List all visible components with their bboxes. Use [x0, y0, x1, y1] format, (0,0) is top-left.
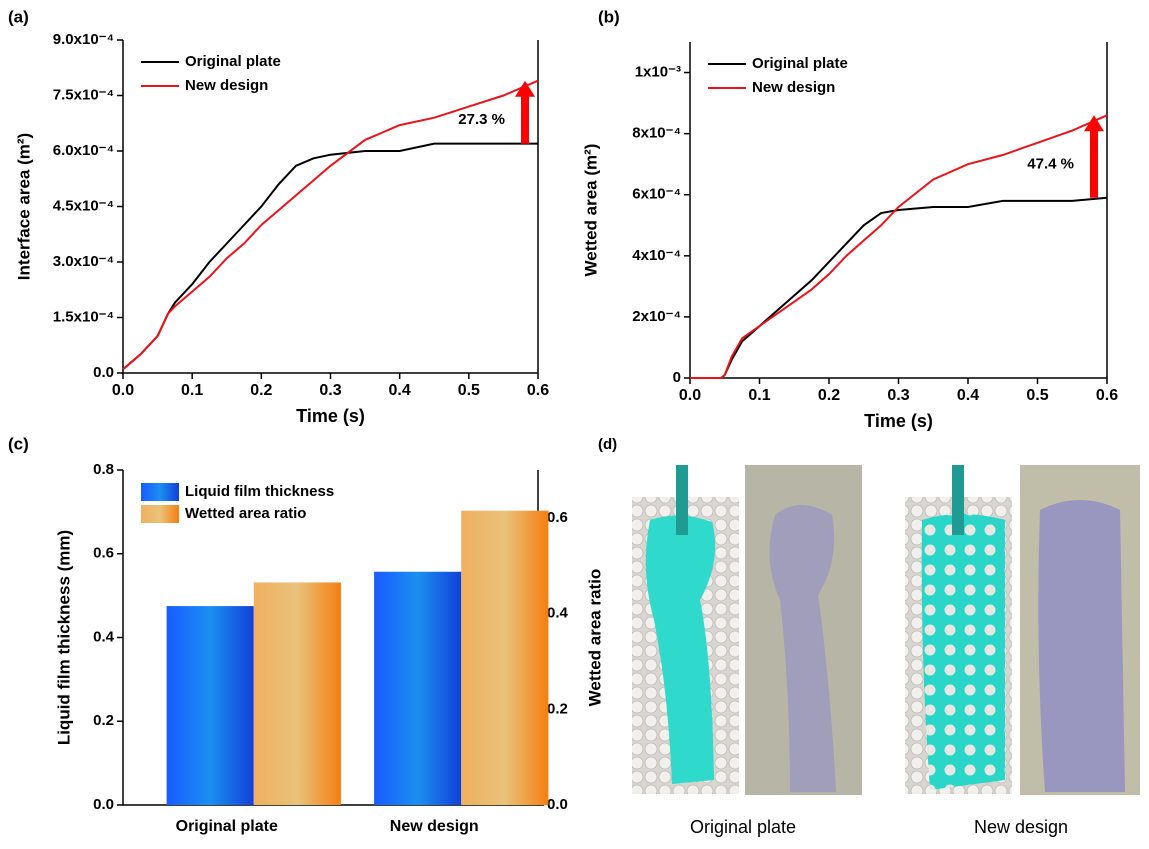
y-tick-label: 0.6	[547, 509, 568, 526]
x-tick-label: 0.4	[957, 387, 979, 404]
x-axis-label: Time (s)	[864, 411, 933, 431]
y-tick-label: 0.0	[547, 796, 568, 813]
legend-label: Original plate	[185, 53, 281, 70]
y-tick-label: 4.5x10⁻⁴	[53, 197, 114, 214]
x-tick-label: 0.2	[250, 382, 272, 399]
arrow	[1084, 115, 1104, 198]
y-tick-label: 0.4	[547, 605, 569, 622]
y-axis-label: Wetted area (m²)	[581, 144, 600, 277]
legend-label: Wetted area ratio	[185, 505, 306, 522]
y-tick-label: 2x10⁻⁴	[632, 308, 681, 325]
caption: New design	[974, 817, 1068, 837]
y-tick-label: 0.6	[93, 545, 114, 562]
y-tick-label: 3.0x10⁻⁴	[53, 253, 114, 270]
x-tick-label: 0.4	[389, 382, 411, 399]
x-tick-label: 0.6	[1096, 387, 1118, 404]
annotation: 47.4 %	[1027, 156, 1074, 173]
y-tick-label: 0.8	[93, 461, 114, 478]
y-tick-label: 0	[673, 369, 681, 386]
x-tick-label: 0.0	[112, 382, 134, 399]
line	[690, 114, 1108, 379]
y-tick-label: 9.0x10⁻⁴	[53, 31, 114, 48]
x-tick-label: 0.5	[458, 382, 480, 399]
y-tick-label: 6.0x10⁻⁴	[53, 142, 114, 159]
y2-axis-label: Wetted area ratio	[585, 569, 604, 707]
x-tick-label: 0.1	[181, 382, 203, 399]
panel-d: (d) Original plate New design	[598, 436, 1140, 837]
x-tick-label: 0.1	[748, 387, 770, 404]
x-tick-label: 0.6	[527, 382, 549, 399]
x-tick-label: 0.0	[679, 387, 701, 404]
y-tick-label: 6x10⁻⁴	[632, 186, 681, 203]
y-tick-label: 1x10⁻³	[635, 64, 681, 81]
y-tick-label: 4x10⁻⁴	[632, 247, 681, 264]
x-tick-label: Original plate	[176, 818, 278, 835]
y-axis-label: Liquid film thickness (mm)	[54, 530, 73, 745]
bar	[461, 510, 549, 805]
bar	[374, 571, 462, 805]
y-axis-label: Interface area (m²)	[14, 133, 33, 280]
nozzle	[952, 465, 964, 535]
panel-label: (c)	[8, 434, 29, 453]
nozzle	[676, 465, 688, 535]
x-tick-label: 0.3	[887, 387, 909, 404]
x-tick-label: 0.2	[818, 387, 840, 404]
legend-label: Liquid film thickness	[185, 483, 334, 500]
liquid-photo-new	[1038, 500, 1125, 792]
liquid-original	[645, 515, 716, 784]
line	[690, 196, 1108, 379]
legend-label: Original plate	[752, 55, 848, 72]
bar	[253, 582, 341, 805]
panel-label: (b)	[598, 7, 620, 26]
y-tick-label: 0.0	[93, 364, 114, 381]
y-tick-label: 0.2	[93, 712, 114, 729]
caption: Original plate	[690, 817, 796, 837]
y-tick-label: 0.4	[93, 628, 115, 645]
y-tick-label: 0.0	[93, 796, 114, 813]
y-tick-label: 0.2	[547, 700, 568, 717]
liquid-photo-original	[769, 505, 836, 792]
legend-swatch	[141, 505, 179, 523]
annotation: 27.3 %	[458, 111, 505, 128]
panel-label: (a)	[8, 7, 29, 26]
bar	[166, 606, 254, 805]
arrow	[515, 80, 535, 144]
panel-label: (d)	[598, 436, 617, 453]
x-axis-label: Time (s)	[296, 406, 365, 426]
y-tick-label: 1.5x10⁻⁴	[53, 308, 114, 325]
line	[122, 142, 538, 371]
legend-label: New design	[185, 77, 268, 94]
liquid-new	[921, 514, 1005, 790]
y-tick-label: 7.5x10⁻⁴	[53, 86, 114, 103]
y-tick-label: 8x10⁻⁴	[632, 125, 681, 142]
legend-swatch	[141, 483, 179, 501]
x-tick-label: 0.3	[319, 382, 341, 399]
x-tick-label: New design	[390, 818, 479, 835]
legend-label: New design	[752, 79, 835, 96]
x-tick-label: 0.5	[1026, 387, 1048, 404]
line	[122, 79, 539, 371]
